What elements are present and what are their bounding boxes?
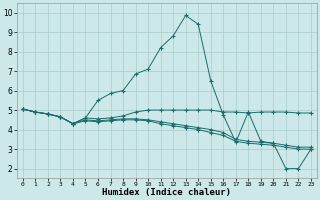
X-axis label: Humidex (Indice chaleur): Humidex (Indice chaleur): [102, 188, 231, 197]
